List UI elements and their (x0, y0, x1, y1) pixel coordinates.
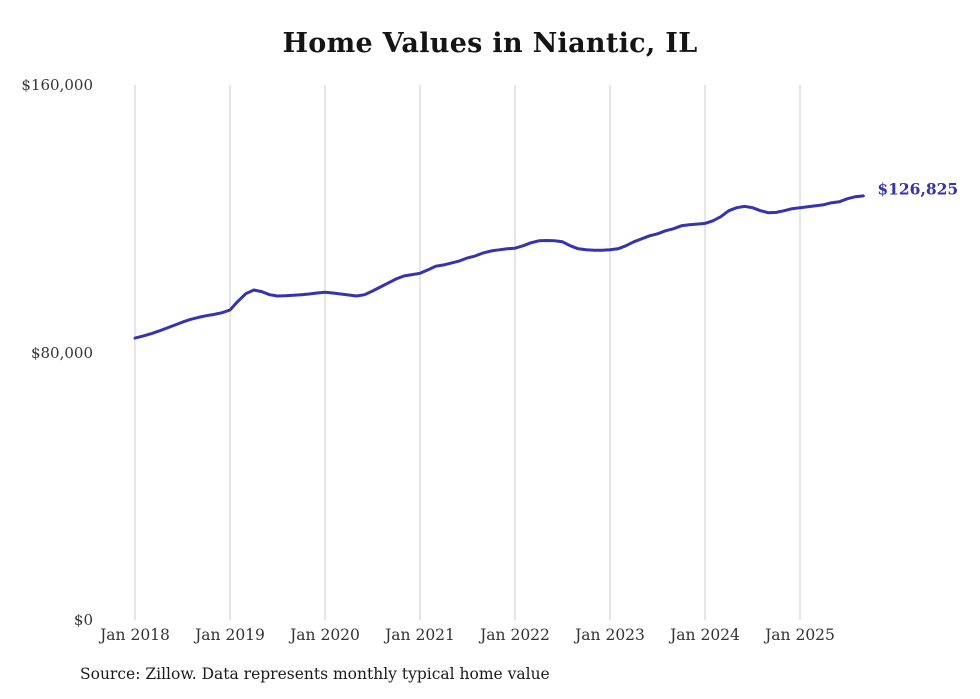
y-tick-label: $80,000 (30, 343, 93, 362)
y-tick-label: $0 (73, 611, 93, 629)
x-tick-label: Jan 2021 (385, 626, 455, 644)
x-tick-label: Jan 2023 (575, 626, 645, 644)
chart-title: Home Values in Niantic, IL (282, 28, 698, 59)
latest-value-label: $126,825 (877, 179, 959, 199)
x-tick-label: Jan 2018 (100, 626, 170, 644)
x-tick-label: Jan 2020 (290, 626, 360, 644)
home-value-line (133, 194, 865, 340)
y-tick-label: $160,000 (21, 76, 93, 94)
x-tick-label: Jan 2025 (765, 626, 835, 644)
x-tick-label: Jan 2022 (480, 626, 550, 644)
x-tick-label: Jan 2024 (670, 626, 740, 644)
source-note: Source: Zillow. Data represents monthly … (80, 665, 550, 683)
x-tick-label: Jan 2019 (195, 626, 265, 644)
